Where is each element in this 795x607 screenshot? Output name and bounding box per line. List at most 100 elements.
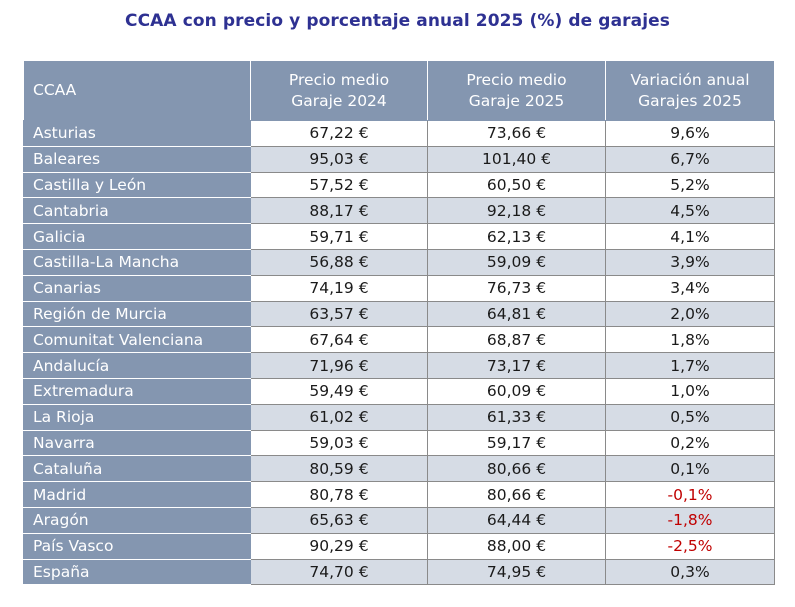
price-2025-cell: 88,00 € [427,532,606,560]
variation-cell: 3,4% [605,274,775,302]
price-2024-cell: 67,22 € [250,120,428,147]
table-row: Galicia 59,71 €62,13 €4,1% [23,223,775,250]
price-2024-cell: 80,59 € [250,455,428,483]
table-row: Madrid 80,78 €80,66 € -0,1% [23,481,775,508]
ccaa-cell: Canarias [23,274,251,302]
price-2025-cell: 80,66 € [427,481,606,508]
ccaa-cell: Comunitat Valenciana [23,326,251,354]
variation-cell: 9,6% [605,120,775,147]
price-2024-cell: 59,71 € [250,223,428,250]
price-2024-cell: 95,03 € [250,145,428,173]
header-variation-line1: Variación anual [630,70,750,89]
price-2025-cell: 60,09 € [427,377,606,405]
price-2025-cell: 62,13 € [427,223,606,250]
price-2025-cell: 74,95 € [427,558,606,586]
table-row: País Vasco 90,29 €88,00 € -2,5% [23,532,775,560]
table-row: Andalucía 71,96 €73,17 €1,7% [23,352,775,379]
price-2024-cell: 63,57 € [250,300,428,328]
header-variation-line2: Garajes 2025 [638,91,742,110]
table-row: Comunitat Valenciana 67,64 €68,87 €1,8% [23,326,775,354]
ccaa-cell: Galicia [23,223,251,250]
ccaa-cell: Cataluña [23,455,251,483]
table-row: Navarra 59,03 €59,17 €0,2% [23,429,775,457]
variation-cell: 6,7% [605,145,775,173]
header-ccaa: CCAA [23,60,251,121]
price-2025-cell: 73,17 € [427,352,606,379]
price-2024-cell: 74,19 € [250,274,428,302]
table-header-row: CCAA Precio medio Garaje 2024 Precio med… [23,60,775,121]
table-row: Aragón 65,63 €64,44 € -1,8% [23,506,775,534]
price-2025-cell: 76,73 € [427,274,606,302]
table-row: Cataluña 80,59 €80,66 €0,1% [23,455,775,483]
variation-cell: 0,1% [605,455,775,483]
variation-cell: 4,1% [605,223,775,250]
price-2024-cell: 88,17 € [250,197,428,225]
header-price-2024-line2: Garaje 2024 [291,91,387,110]
price-2024-cell: 67,64 € [250,326,428,354]
price-2025-cell: 64,81 € [427,300,606,328]
variation-cell: 2,0% [605,300,775,328]
price-2025-cell: 61,33 € [427,403,606,431]
header-price-2025-line2: Garaje 2025 [468,91,565,110]
variation-cell: -1,8% [605,506,775,534]
variation-cell: -2,5% [605,532,775,560]
variation-cell: -0,1% [605,481,775,508]
table-body: Asturias 67,22 €73,66 €9,6% Baleares 95,03 … [23,120,775,586]
variation-cell: 1,8% [605,326,775,354]
price-2024-cell: 56,88 € [250,248,428,276]
price-2025-cell: 60,50 € [427,171,606,199]
garage-price-table: CCAA Precio medio Garaje 2024 Precio med… [23,60,775,586]
price-2025-cell: 64,44 € [427,506,606,534]
price-2024-cell: 90,29 € [250,532,428,560]
price-2025-cell: 73,66 € [427,120,606,147]
price-2024-cell: 80,78 € [250,481,428,508]
ccaa-cell: Castilla y León [23,171,251,199]
table-row: Castilla-La Mancha 56,88 €59,09 €3,9% [23,248,775,276]
variation-cell: 0,3% [605,558,775,586]
table-row: Región de Murcia 63,57 €64,81 €2,0% [23,300,775,328]
variation-cell: 5,2% [605,171,775,199]
table-row: Castilla y León 57,52 €60,50 €5,2% [23,171,775,199]
price-2024-cell: 65,63 € [250,506,428,534]
header-variation: Variación anual Garajes 2025 [605,60,775,121]
page-title: CCAA con precio y porcentaje anual 2025 … [125,11,670,31]
price-2024-cell: 59,03 € [250,429,428,457]
price-2025-cell: 101,40 € [427,145,606,173]
ccaa-cell: Castilla-La Mancha [23,248,251,276]
price-2024-cell: 71,96 € [250,352,428,379]
price-2025-cell: 92,18 € [427,197,606,225]
ccaa-cell: País Vasco [23,532,251,560]
header-price-2024: Precio medio Garaje 2024 [250,60,428,121]
price-2025-cell: 59,17 € [427,429,606,457]
ccaa-cell: Navarra [23,429,251,457]
price-2024-cell: 59,49 € [250,377,428,405]
header-price-2025-line1: Precio medio [466,70,567,89]
variation-cell: 0,5% [605,403,775,431]
price-2024-cell: 61,02 € [250,403,428,431]
ccaa-cell: La Rioja [23,403,251,431]
ccaa-cell: Andalucía [23,352,251,379]
table-row: Cantabria 88,17 €92,18 €4,5% [23,197,775,225]
ccaa-cell: España [23,558,251,586]
variation-cell: 1,0% [605,377,775,405]
ccaa-cell: Región de Murcia [23,300,251,328]
table-row: Baleares 95,03 €101,40 €6,7% [23,145,775,173]
ccaa-cell: Asturias [23,120,251,147]
ccaa-cell: Cantabria [23,197,251,225]
ccaa-cell: Madrid [23,481,251,508]
header-price-2024-line1: Precio medio [288,70,390,89]
ccaa-cell: Aragón [23,506,251,534]
ccaa-cell: Baleares [23,145,251,173]
variation-cell: 0,2% [605,429,775,457]
table-row: Asturias 67,22 €73,66 €9,6% [23,120,775,147]
table-row: España 74,70 €74,95 €0,3% [23,558,775,586]
price-2024-cell: 57,52 € [250,171,428,199]
table-row: Canarias 74,19 €76,73 €3,4% [23,274,775,302]
table-row: La Rioja 61,02 €61,33 €0,5% [23,403,775,431]
variation-cell: 1,7% [605,352,775,379]
price-2025-cell: 80,66 € [427,455,606,483]
variation-cell: 4,5% [605,197,775,225]
ccaa-cell: Extremadura [23,377,251,405]
price-2025-cell: 68,87 € [427,326,606,354]
header-price-2025: Precio medio Garaje 2025 [427,60,606,121]
